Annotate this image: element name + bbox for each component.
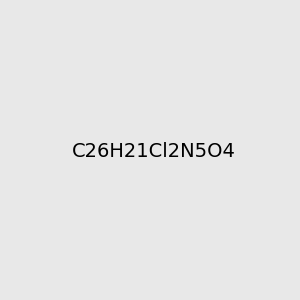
Text: C26H21Cl2N5O4: C26H21Cl2N5O4 <box>72 142 236 161</box>
